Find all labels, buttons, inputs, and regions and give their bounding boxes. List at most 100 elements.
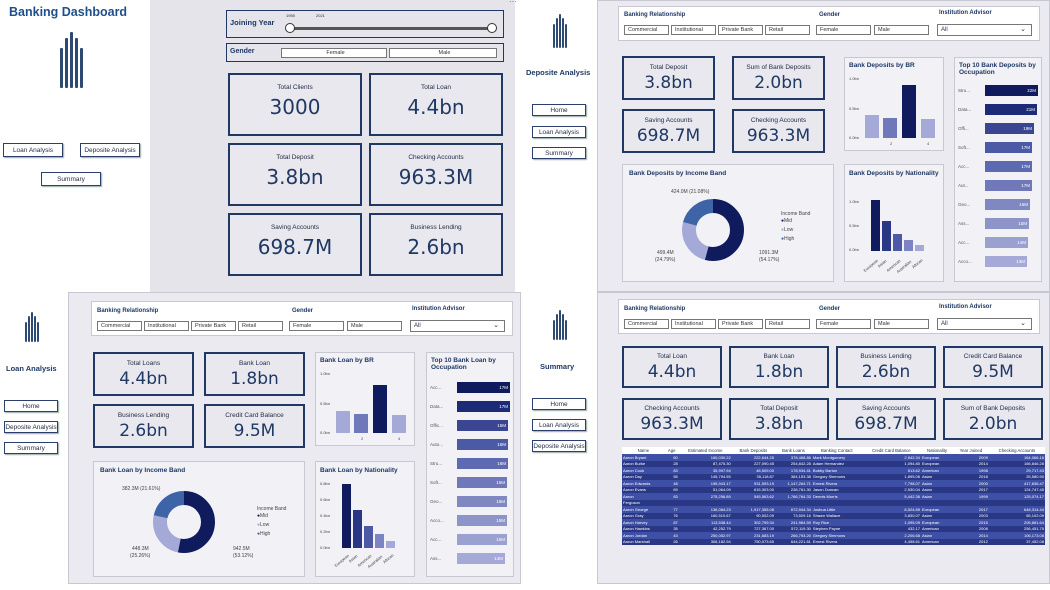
loan-analysis-button[interactable]: Loan Analysis bbox=[532, 419, 586, 431]
table-cell: 241,984.59 bbox=[790, 519, 811, 525]
br-institutional[interactable]: Institutional bbox=[671, 319, 716, 329]
kpi-business-lending: Business Lending 2.6bn bbox=[369, 213, 503, 276]
page-title: Summary bbox=[540, 362, 575, 371]
kpi-credit-card-balance: Credit Card Balance 9.5M bbox=[204, 404, 305, 448]
advisor-dropdown[interactable]: All ⌄ bbox=[410, 320, 505, 332]
occupation-label: Soft... bbox=[958, 145, 970, 150]
occupation-bar: 15M bbox=[457, 496, 507, 507]
column-header[interactable]: Checking Accounts bbox=[988, 447, 1045, 454]
table-cell: 2,206.68 bbox=[904, 532, 920, 538]
bar bbox=[882, 221, 891, 251]
slider-track[interactable] bbox=[290, 27, 490, 30]
advisor-dropdown[interactable]: All ⌄ bbox=[937, 318, 1032, 330]
bar bbox=[883, 118, 897, 138]
occupation-label: Acc... bbox=[430, 385, 442, 390]
gender-male[interactable]: Male bbox=[874, 25, 929, 35]
joining-year-slicer[interactable]: Joining Year 1955 2021 bbox=[226, 10, 504, 38]
column-header[interactable]: Bank Loans bbox=[775, 447, 812, 454]
gender-female[interactable]: Female bbox=[281, 48, 387, 58]
kpi-total-deposit: Total Deposit 3.8bn bbox=[729, 398, 829, 440]
summary-button[interactable]: Summary bbox=[41, 172, 101, 186]
br-commercial[interactable]: Commercial bbox=[624, 319, 669, 329]
br-commercial[interactable]: Commercial bbox=[97, 321, 142, 331]
summary-button[interactable]: Summary bbox=[532, 147, 586, 159]
gender-male[interactable]: Male bbox=[389, 48, 497, 58]
gender-male[interactable]: Male bbox=[347, 321, 402, 331]
table-row[interactable]: Aaron Day 55 145,794.55 35,118.87 384,153.38… bbox=[622, 473, 1045, 480]
occupation-label: Acco... bbox=[430, 518, 444, 523]
table-cell: Ernest Rivera bbox=[812, 480, 838, 486]
table-row[interactable]: Aaron Edwards 48 195,943.17 931,593.19 1,147… bbox=[622, 480, 1045, 487]
table-row[interactable]: Aaron Marshall 26 306,182.94 750,073.65 644,… bbox=[622, 538, 1045, 545]
column-header[interactable]: Estimated Income bbox=[678, 447, 732, 454]
table-row[interactable]: Aaron Evans 69 51,064.09 615,303.00 238,761.… bbox=[622, 486, 1045, 493]
gender-slicer[interactable]: Gender Female Male bbox=[226, 43, 504, 62]
br-retail[interactable]: Retail bbox=[238, 321, 283, 331]
kpi-saving-accounts: Saving Accounts 698.7M bbox=[228, 213, 362, 276]
column-header[interactable]: Credit Card Balance bbox=[861, 447, 921, 454]
br-retail[interactable]: Retail bbox=[765, 319, 810, 329]
table-cell: 238,761.30 bbox=[790, 487, 811, 493]
table-cell: 256,451.75 bbox=[1023, 526, 1044, 532]
home-button[interactable]: Home bbox=[532, 398, 586, 410]
kpi-label: Checking Accounts bbox=[408, 154, 464, 161]
deposite-analysis-button[interactable]: Deposite Analysis bbox=[532, 440, 586, 452]
gender-female[interactable]: Female bbox=[289, 321, 344, 331]
tick-label: 1.0bn bbox=[849, 199, 860, 204]
column-header[interactable]: Age bbox=[664, 447, 679, 454]
table-row[interactable]: Aaron George 77 136,084.23 1,917,355.08 672,… bbox=[622, 506, 1045, 513]
column-header[interactable]: Name bbox=[622, 447, 665, 454]
home-button[interactable]: Home bbox=[4, 400, 58, 412]
slider-handle-left[interactable] bbox=[285, 23, 295, 33]
gender-female[interactable]: Female bbox=[816, 319, 871, 329]
table-row[interactable]: Ferguson bbox=[622, 499, 1045, 506]
deposite-analysis-button[interactable]: Deposite Analysis bbox=[4, 421, 58, 433]
gender-label: Gender bbox=[292, 308, 314, 314]
table-row[interactable]: Aaron Burke 28 87,475.30 227,090.45 254,842.… bbox=[622, 460, 1045, 467]
column-header[interactable]: Banking Contact bbox=[811, 447, 862, 454]
home-button[interactable]: Home bbox=[532, 104, 586, 116]
gender-female[interactable]: Female bbox=[816, 25, 871, 35]
tick-label: 0.5bn bbox=[320, 401, 331, 406]
table-cell: 306,182.94 bbox=[710, 539, 731, 545]
kpi-value: 2.6bn bbox=[407, 235, 465, 259]
loan-analysis-button[interactable]: Loan Analysis bbox=[532, 126, 586, 138]
table-cell: 672,944.34 bbox=[790, 506, 811, 512]
table-row[interactable]: Aaron Bryant 60 160,030.22 222,644.25 378,46… bbox=[622, 454, 1045, 461]
more-options-icon[interactable]: ··· bbox=[509, 0, 517, 6]
br-retail[interactable]: Retail bbox=[765, 25, 810, 35]
table-row[interactable]: Aaron Cook 83 35,997.94 48,509.00 178,934.41… bbox=[622, 467, 1045, 474]
loan-analysis-button[interactable]: Loan Analysis bbox=[3, 143, 63, 157]
br-private-bank[interactable]: Private Bank bbox=[191, 321, 236, 331]
slider-handle-right[interactable] bbox=[487, 23, 497, 33]
column-header[interactable]: Nationality bbox=[920, 447, 954, 454]
table-cell: 7,798.07 bbox=[904, 480, 920, 486]
kpi-label: Sum of Bank Deposits bbox=[960, 405, 1026, 412]
column-header[interactable]: Year Joined bbox=[953, 447, 989, 454]
filter-bar: Banking Relationship Commercial Institut… bbox=[618, 6, 1040, 41]
kpi-value: 963.3M bbox=[746, 126, 811, 146]
table-row[interactable]: Aaron Hawkins 35 42,252.79 727,367.00 572,11… bbox=[622, 525, 1045, 532]
advisor-dropdown[interactable]: All ⌄ bbox=[937, 24, 1032, 36]
br-private-bank[interactable]: Private Bank bbox=[718, 319, 763, 329]
table-row[interactable]: Aaron Jordan 43 250,052.97 231,683.19 266,79… bbox=[622, 532, 1045, 539]
table-row[interactable]: Aaron Gray 76 160,510.67 90,502.09 73,509.16… bbox=[622, 512, 1045, 519]
table-cell: Aaron bbox=[623, 493, 634, 499]
gender-male[interactable]: Male bbox=[874, 319, 929, 329]
br-institutional[interactable]: Institutional bbox=[671, 25, 716, 35]
table-cell: Ernest Rivera bbox=[812, 539, 838, 545]
summary-button[interactable]: Summary bbox=[4, 442, 58, 454]
table-cell: American bbox=[921, 526, 939, 532]
table-row[interactable]: Aaron Harvey 87 113,538.44 302,759.34 241,98… bbox=[622, 519, 1045, 526]
kpi-value: 2.0bn bbox=[968, 414, 1018, 434]
kpi-bank-loan: Bank Loan 1.8bn bbox=[729, 346, 829, 388]
table-row[interactable]: Aaron 83 275,256.89 545,563.62 1,766,764.33 D… bbox=[622, 493, 1045, 500]
table-cell: 2009 bbox=[978, 454, 988, 460]
br-commercial[interactable]: Commercial bbox=[624, 25, 669, 35]
table-cell: 164,066.16 bbox=[1023, 454, 1044, 460]
client-summary-table[interactable]: Name Age Estimated Income Bank Deposits Bank… bbox=[622, 447, 1045, 545]
column-header[interactable]: Bank Deposits bbox=[731, 447, 775, 454]
deposite-analysis-button[interactable]: Deposite Analysis bbox=[80, 143, 140, 157]
br-private-bank[interactable]: Private Bank bbox=[718, 25, 763, 35]
br-institutional[interactable]: Institutional bbox=[144, 321, 189, 331]
